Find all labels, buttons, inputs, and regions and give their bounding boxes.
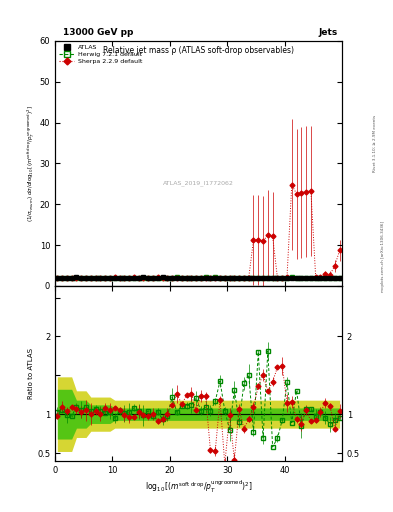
Y-axis label: Ratio to ATLAS: Ratio to ATLAS (28, 348, 34, 399)
Text: Rivet 3.1.10; ≥ 2.9M events: Rivet 3.1.10; ≥ 2.9M events (373, 115, 377, 172)
Legend: ATLAS, Herwig 7.2.1 default, Sherpa 2.2.9 default: ATLAS, Herwig 7.2.1 default, Sherpa 2.2.… (57, 44, 143, 65)
X-axis label: $\log_{10}[(m^{\rm soft\ drop}/p_T^{\rm ungroomed})^2]$: $\log_{10}[(m^{\rm soft\ drop}/p_T^{\rm … (145, 479, 252, 495)
Text: ATLAS_2019_I1772062: ATLAS_2019_I1772062 (163, 180, 234, 186)
Text: mcplots.cern.ch [arXiv:1306.3436]: mcplots.cern.ch [arXiv:1306.3436] (381, 221, 385, 291)
Text: 13000 GeV pp: 13000 GeV pp (63, 28, 133, 37)
Text: Jets: Jets (319, 28, 338, 37)
Text: Relative jet mass ρ (ATLAS soft-drop observables): Relative jet mass ρ (ATLAS soft-drop obs… (103, 46, 294, 55)
Y-axis label: $(1/\sigma_{resum})$ $d\sigma/d\log_{10}[(m^{\rm soft\,drop}/p_T^{\rm ungroomed}: $(1/\sigma_{resum})$ $d\sigma/d\log_{10}… (26, 105, 37, 222)
